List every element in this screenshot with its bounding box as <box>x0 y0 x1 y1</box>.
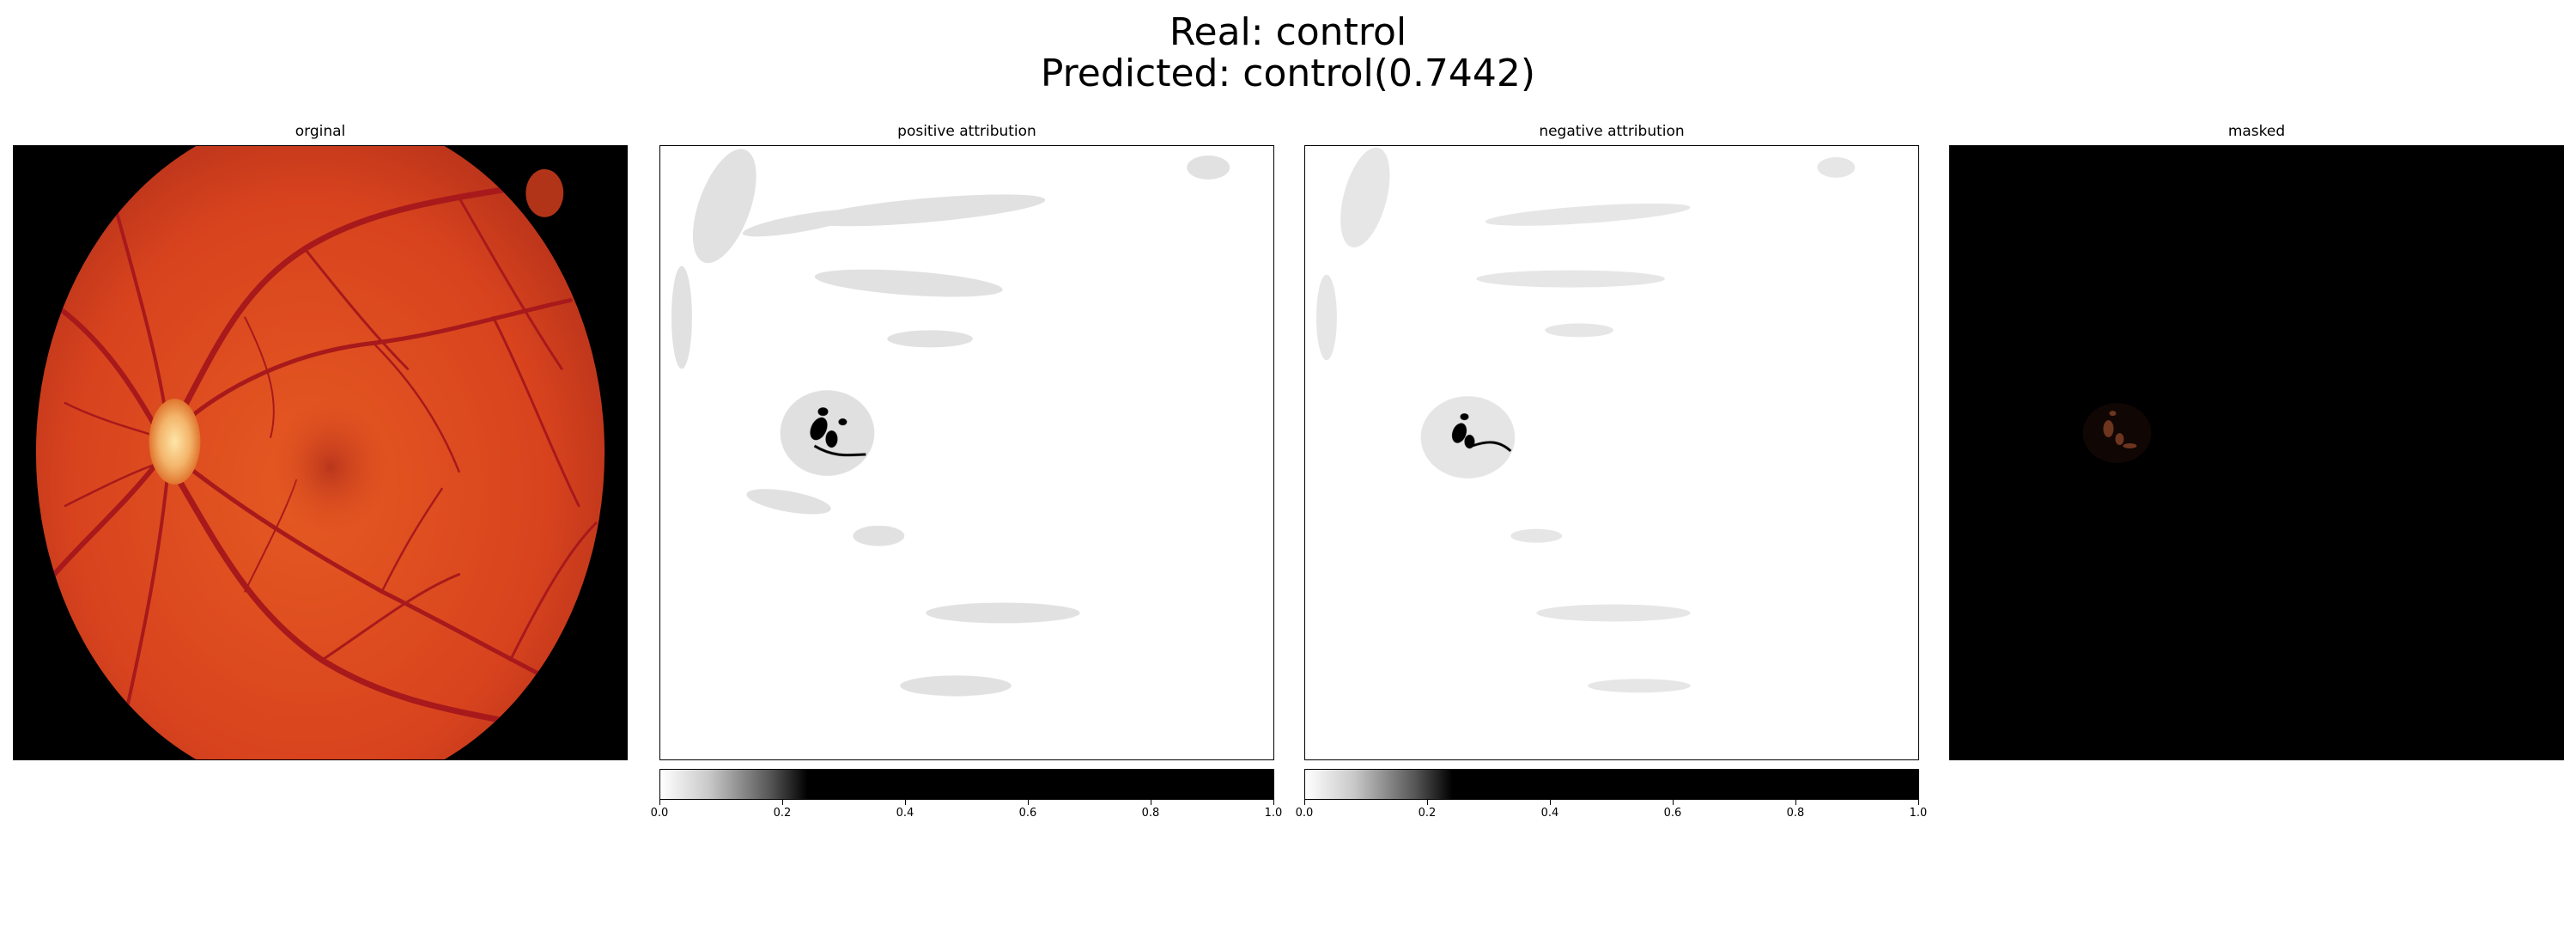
pos-tick-3 <box>1028 800 1029 805</box>
pos-tick-5 <box>1273 800 1274 805</box>
masked-svg <box>2082 403 2152 463</box>
neg-tick-label: 0.2 <box>1418 807 1437 820</box>
neg-tick-3 <box>1673 800 1674 805</box>
pos-tick-label: 0.0 <box>650 807 669 820</box>
negative-attribution-svg <box>1315 147 1856 693</box>
neg-tick-5 <box>1918 800 1919 805</box>
figure-title-line-2: Predicted: control(0.7442) <box>1040 52 1536 95</box>
fundus-svg <box>36 146 605 759</box>
neg-tick-label: 0.6 <box>1663 807 1682 820</box>
pos-tick-label: 0.4 <box>896 807 914 820</box>
macula <box>270 399 391 536</box>
positive-attribution-title: positive attribution <box>897 123 1036 140</box>
pos-tick-label: 0.6 <box>1018 807 1037 820</box>
pos-tick-label: 1.0 <box>1264 807 1283 820</box>
neg-tick-label: 0.4 <box>1540 807 1559 820</box>
positive-attribution-map <box>659 145 1274 760</box>
original-panel-title: orginal <box>295 123 346 140</box>
optic-disc <box>149 399 201 485</box>
positive-colorbar <box>659 769 1274 800</box>
neg-tick-4 <box>1795 800 1796 805</box>
pos-tick-2 <box>905 800 906 805</box>
pos-tick-0 <box>659 800 660 805</box>
positive-attribution-svg <box>671 149 1230 697</box>
pos-tick-1 <box>782 800 783 805</box>
neg-tick-0 <box>1304 800 1305 805</box>
figure-title-line-1: Real: control <box>1169 10 1407 54</box>
neg-tick-label: 0.8 <box>1786 807 1805 820</box>
pos-tick-label: 0.8 <box>1141 807 1160 820</box>
masked-image <box>1949 145 2564 760</box>
neg-tick-2 <box>1550 800 1551 805</box>
negative-attribution-map <box>1304 145 1919 760</box>
neg-tick-label: 1.0 <box>1909 807 1928 820</box>
negative-attribution-title: negative attribution <box>1539 123 1685 140</box>
masked-panel-title: masked <box>2227 123 2286 140</box>
pos-tick-label: 0.2 <box>773 807 792 820</box>
negative-colorbar <box>1304 769 1919 800</box>
original-fundus-image <box>13 145 628 760</box>
neg-tick-1 <box>1427 800 1428 805</box>
neg-tick-label: 0.0 <box>1295 807 1314 820</box>
